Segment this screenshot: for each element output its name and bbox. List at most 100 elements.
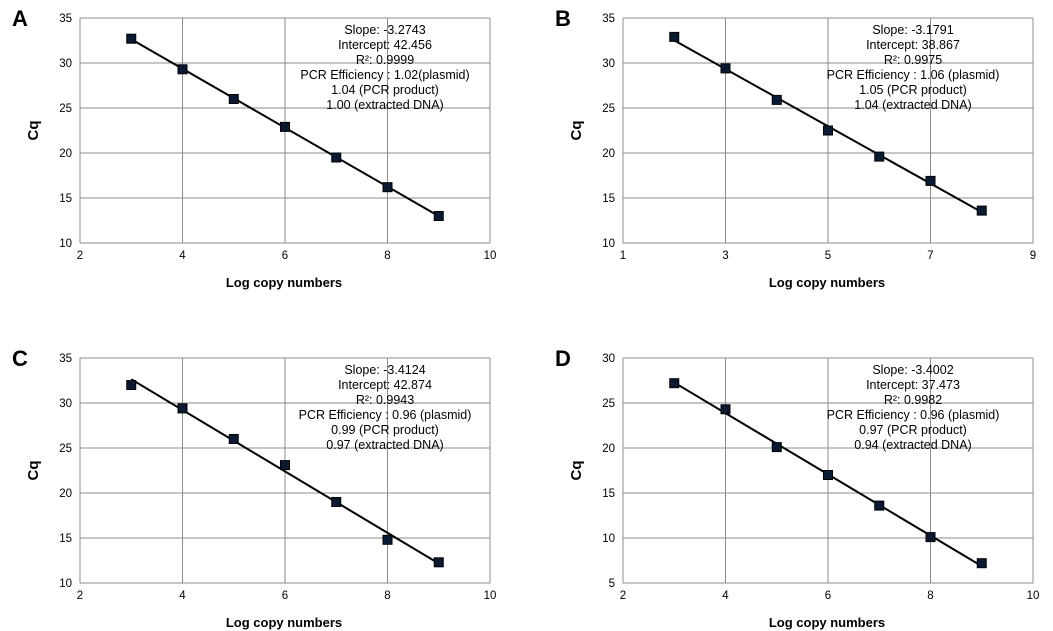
y-tick-label: 10 bbox=[602, 533, 615, 545]
annotation-line: PCR Efficiency : 0.96 (plasmid) bbox=[299, 408, 472, 422]
x-tick-label: 8 bbox=[384, 590, 390, 602]
data-point bbox=[280, 460, 290, 471]
x-tick-label: 1 bbox=[620, 250, 626, 262]
x-tick-label: 4 bbox=[179, 590, 186, 602]
annotation-line: 0.97 (PCR product) bbox=[859, 423, 967, 437]
y-tick-label: 20 bbox=[602, 443, 615, 455]
y-tick-label: 35 bbox=[602, 13, 615, 25]
x-tick-label: 6 bbox=[282, 250, 288, 262]
data-point bbox=[177, 403, 188, 414]
y-tick-label: 15 bbox=[59, 533, 72, 545]
x-axis-title: Log copy numbers bbox=[769, 275, 885, 290]
x-tick-label: 8 bbox=[384, 250, 390, 262]
data-point bbox=[823, 125, 833, 136]
panel-letter: C bbox=[12, 346, 28, 371]
data-point bbox=[874, 151, 885, 162]
annotation-line: Slope: -3.1791 bbox=[872, 23, 953, 37]
chart-panel-c: 2 4 6 8 10 10 15 20 25 30 35 Log copy numbers Cq C Slo… bbox=[12, 346, 496, 630]
annotation-line: R²: 0.9999 bbox=[356, 53, 414, 67]
x-tick-label: 7 bbox=[927, 250, 933, 262]
data-point bbox=[228, 94, 239, 104]
data-point bbox=[925, 175, 936, 186]
panel-letter: A bbox=[12, 6, 28, 31]
annotation-line: Intercept: 37.473 bbox=[866, 378, 960, 392]
y-tick-label: 30 bbox=[602, 353, 615, 365]
data-point bbox=[126, 33, 137, 44]
data-point bbox=[126, 380, 137, 390]
x-tick-label: 2 bbox=[620, 590, 626, 602]
data-point bbox=[433, 557, 444, 568]
y-tick-label: 30 bbox=[59, 58, 72, 70]
data-point bbox=[382, 534, 393, 545]
annotation-line: Intercept: 42.874 bbox=[338, 378, 432, 392]
x-tick-label: 4 bbox=[722, 590, 729, 602]
data-point bbox=[720, 63, 731, 74]
annotation-line: 0.94 (extracted DNA) bbox=[854, 438, 971, 452]
y-tick-label: 25 bbox=[59, 443, 72, 455]
annotation-line: PCR Efficiency : 0.96 (plasmid) bbox=[827, 408, 1000, 422]
annotation-line: R²: 0.9943 bbox=[356, 393, 414, 407]
annotation-line: 0.97 (extracted DNA) bbox=[326, 438, 443, 452]
annotation-line: Intercept: 42.456 bbox=[338, 38, 432, 52]
chart-panel-d: 2 4 6 8 10 5 10 15 20 25 30 Log copy numbers Cq D Slop… bbox=[555, 346, 1039, 630]
x-tick-label: 8 bbox=[927, 590, 933, 602]
annotation-line: 1.04 (PCR product) bbox=[331, 83, 439, 97]
x-tick-label: 10 bbox=[1027, 590, 1040, 602]
annotation-line: R²: 0.9982 bbox=[884, 393, 942, 407]
data-point bbox=[771, 442, 782, 453]
y-tick-label: 15 bbox=[59, 193, 72, 205]
y-tick-label: 10 bbox=[59, 238, 72, 250]
annotation-line: 0.99 (PCR product) bbox=[331, 423, 439, 437]
x-tick-label: 2 bbox=[77, 250, 83, 262]
y-tick-label: 20 bbox=[59, 488, 72, 500]
x-tick-label: 10 bbox=[484, 590, 497, 602]
y-tick-label: 35 bbox=[59, 13, 72, 25]
y-tick-label: 25 bbox=[602, 398, 615, 410]
annotation-line: Intercept: 38.867 bbox=[866, 38, 960, 52]
y-tick-label: 25 bbox=[602, 103, 615, 115]
x-tick-label: 6 bbox=[825, 590, 831, 602]
y-tick-label: 5 bbox=[609, 578, 615, 590]
annotation-line: Slope: -3.4124 bbox=[344, 363, 425, 377]
x-axis-title: Log copy numbers bbox=[769, 615, 885, 630]
y-axis-title: Cq bbox=[25, 121, 42, 141]
annotation-line: Slope: -3.2743 bbox=[344, 23, 425, 37]
y-axis-title: Cq bbox=[568, 121, 585, 141]
x-tick-label: 5 bbox=[825, 250, 831, 262]
annotation-line: Slope: -3.4002 bbox=[872, 363, 953, 377]
data-point bbox=[331, 497, 342, 507]
x-tick-label: 10 bbox=[484, 250, 497, 262]
annotation-line: 1.05 (PCR product) bbox=[859, 83, 967, 97]
data-point bbox=[925, 532, 936, 543]
x-tick-label: 9 bbox=[1030, 250, 1036, 262]
y-tick-label: 20 bbox=[602, 148, 615, 160]
x-tick-label: 3 bbox=[722, 250, 728, 262]
data-point bbox=[280, 121, 290, 132]
y-tick-label: 20 bbox=[59, 148, 72, 160]
annotation-line: 1.04 (extracted DNA) bbox=[854, 98, 971, 112]
annotation-line: PCR Efficiency : 1.06 (plasmid) bbox=[827, 68, 1000, 82]
x-axis-title: Log copy numbers bbox=[226, 615, 342, 630]
data-point bbox=[771, 94, 782, 105]
data-point bbox=[228, 434, 239, 444]
x-tick-label: 4 bbox=[179, 250, 186, 262]
data-point bbox=[720, 404, 731, 415]
data-point bbox=[433, 211, 444, 221]
x-axis-title: Log copy numbers bbox=[226, 275, 342, 290]
y-tick-label: 10 bbox=[59, 578, 72, 590]
y-tick-label: 30 bbox=[602, 58, 615, 70]
data-point bbox=[669, 378, 680, 389]
annotation-line: 1.00 (extracted DNA) bbox=[326, 98, 443, 112]
data-point bbox=[331, 152, 342, 163]
panel-letter: D bbox=[555, 346, 571, 371]
y-tick-label: 25 bbox=[59, 103, 72, 115]
data-point bbox=[874, 500, 885, 511]
y-tick-label: 15 bbox=[602, 193, 615, 205]
data-point bbox=[823, 470, 833, 480]
data-point bbox=[177, 64, 188, 75]
panel-letter: B bbox=[555, 6, 571, 31]
data-point bbox=[382, 182, 393, 193]
annotation-line: R²: 0.9975 bbox=[884, 53, 942, 67]
